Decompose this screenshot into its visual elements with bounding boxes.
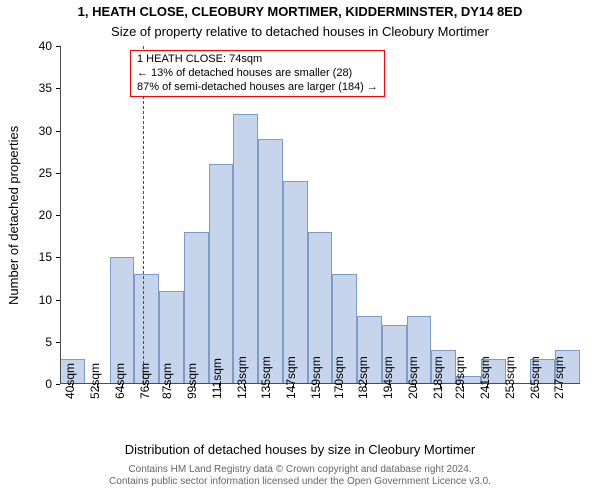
y-tick-label: 40 (39, 39, 52, 53)
y-tick-label: 5 (45, 335, 52, 349)
histogram-bar (184, 232, 209, 384)
footer-line-1: Contains HM Land Registry data © Crown c… (128, 464, 471, 475)
chart-footer: Contains HM Land Registry data © Crown c… (0, 464, 600, 487)
y-tick-label: 10 (39, 293, 52, 307)
chart-subtitle: Size of property relative to detached ho… (0, 24, 600, 39)
histogram-bar (209, 164, 234, 384)
annotation-box: 1 HEATH CLOSE: 74sqm← 13% of detached ho… (130, 50, 385, 97)
y-tick-label: 0 (45, 377, 52, 391)
y-tick-label: 15 (39, 250, 52, 264)
x-axis-label: Distribution of detached houses by size … (0, 442, 600, 457)
y-axis-label: Number of detached properties (6, 126, 21, 305)
y-tick-label: 20 (39, 208, 52, 222)
annotation-line-2: ← 13% of detached houses are smaller (28… (137, 67, 378, 81)
histogram-bar (283, 181, 308, 384)
footer-line-2: Contains public sector information licen… (109, 476, 491, 487)
y-tick-label: 25 (39, 166, 52, 180)
chart-container: 1, HEATH CLOSE, CLEOBURY MORTIMER, KIDDE… (0, 0, 600, 500)
histogram-bar (233, 114, 258, 384)
y-tick-label: 35 (39, 81, 52, 95)
annotation-line-3: 87% of semi-detached houses are larger (… (137, 81, 378, 95)
chart-title: 1, HEATH CLOSE, CLEOBURY MORTIMER, KIDDE… (0, 4, 600, 19)
annotation-line-1: 1 HEATH CLOSE: 74sqm (137, 53, 378, 67)
histogram-bar (258, 139, 283, 384)
y-tick-label: 30 (39, 124, 52, 138)
